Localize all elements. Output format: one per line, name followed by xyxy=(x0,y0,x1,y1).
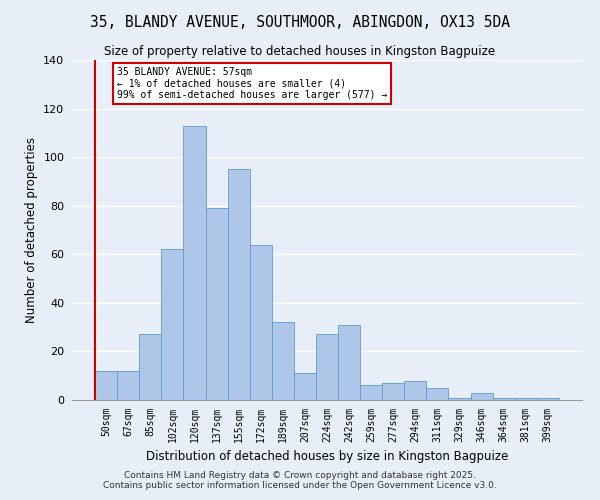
Bar xyxy=(470,392,493,400)
Text: 35 BLANDY AVENUE: 57sqm
← 1% of detached houses are smaller (4)
99% of semi-deta: 35 BLANDY AVENUE: 57sqm ← 1% of detached… xyxy=(117,68,388,100)
Bar xyxy=(493,398,515,400)
Text: Contains HM Land Registry data © Crown copyright and database right 2025.
Contai: Contains HM Land Registry data © Crown c… xyxy=(103,470,497,490)
Bar xyxy=(272,322,294,400)
Bar xyxy=(139,334,161,400)
Bar xyxy=(448,398,470,400)
Bar xyxy=(95,371,117,400)
Text: Size of property relative to detached houses in Kingston Bagpuize: Size of property relative to detached ho… xyxy=(104,45,496,58)
Bar xyxy=(206,208,227,400)
Bar xyxy=(382,383,404,400)
Bar xyxy=(427,388,448,400)
Bar xyxy=(316,334,338,400)
Bar xyxy=(117,371,139,400)
Bar xyxy=(161,250,184,400)
Y-axis label: Number of detached properties: Number of detached properties xyxy=(25,137,38,323)
X-axis label: Distribution of detached houses by size in Kingston Bagpuize: Distribution of detached houses by size … xyxy=(146,450,508,463)
Bar xyxy=(404,380,427,400)
Bar xyxy=(184,126,206,400)
Bar xyxy=(515,398,537,400)
Bar xyxy=(338,324,360,400)
Bar xyxy=(360,386,382,400)
Bar xyxy=(294,374,316,400)
Text: 35, BLANDY AVENUE, SOUTHMOOR, ABINGDON, OX13 5DA: 35, BLANDY AVENUE, SOUTHMOOR, ABINGDON, … xyxy=(90,15,510,30)
Bar xyxy=(537,398,559,400)
Bar xyxy=(250,244,272,400)
Bar xyxy=(227,170,250,400)
